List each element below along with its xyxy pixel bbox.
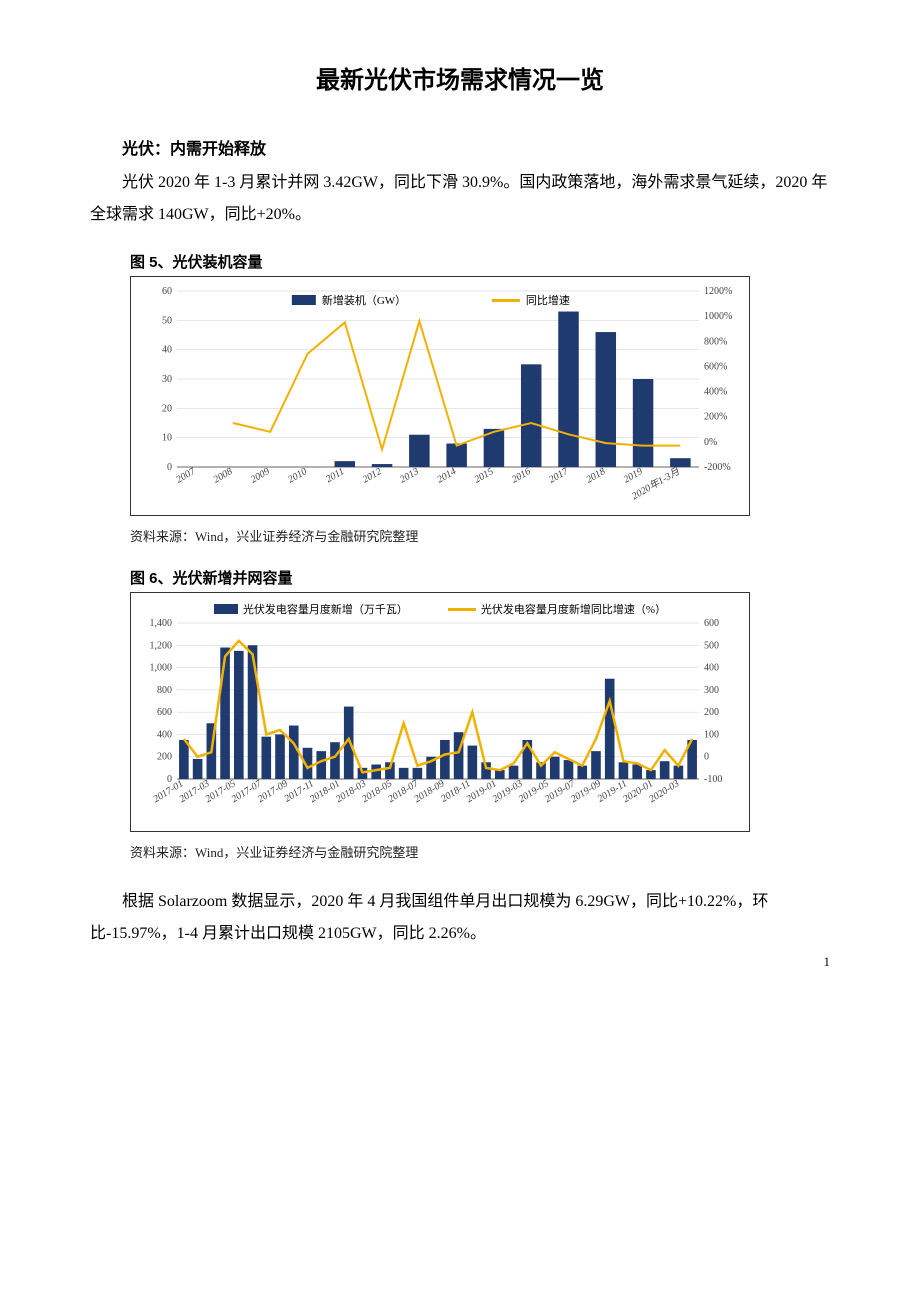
svg-text:2008: 2008 — [212, 466, 235, 486]
svg-text:0: 0 — [704, 752, 709, 763]
legend-line-label: 光伏发电容量月度新增同比增速（%） — [481, 601, 666, 617]
figure-5-chart: 0 10 20 30 40 50 60 -200% 0% 200% 400% 600% 800% 1000… — [130, 276, 750, 516]
legend-line: 光伏发电容量月度新增同比增速（%） — [448, 601, 666, 617]
svg-text:40: 40 — [162, 345, 172, 356]
figure-6-source: 资料来源：Wind，兴业证券经济与金融研究院整理 — [130, 842, 830, 861]
figure-5-source: 资料来源：Wind，兴业证券经济与金融研究院整理 — [130, 526, 830, 545]
svg-text:新增装机（GW）: 新增装机（GW） — [322, 293, 406, 307]
svg-text:500: 500 — [704, 640, 719, 651]
paragraph-1: 光伏 2020 年 1-3 月累计并网 3.42GW，同比下滑 30.9%。国内… — [90, 167, 830, 231]
svg-text:400: 400 — [704, 663, 719, 674]
svg-text:2019: 2019 — [622, 466, 645, 486]
svg-text:600%: 600% — [704, 361, 727, 372]
svg-text:800%: 800% — [704, 336, 727, 347]
svg-text:1,400: 1,400 — [150, 619, 173, 629]
svg-text:200: 200 — [157, 752, 172, 763]
svg-text:200: 200 — [704, 707, 719, 718]
svg-text:20: 20 — [162, 403, 172, 414]
svg-text:30: 30 — [162, 374, 172, 385]
svg-text:10: 10 — [162, 433, 172, 444]
svg-text:-100: -100 — [704, 774, 722, 785]
figure-5: 图 5、光伏装机容量 0 10 20 30 40 50 60 -200% 0% 200% 400% 6… — [130, 251, 830, 545]
svg-text:200%: 200% — [704, 412, 727, 423]
svg-text:300: 300 — [704, 685, 719, 696]
svg-text:100: 100 — [704, 729, 719, 740]
legend-bar-label: 光伏发电容量月度新增（万千瓦） — [243, 601, 408, 617]
section-heading: 光伏：内需开始释放 — [90, 135, 830, 159]
svg-text:1200%: 1200% — [704, 286, 732, 297]
legend-bar: 光伏发电容量月度新增（万千瓦） — [214, 601, 408, 617]
svg-text:2019-09: 2019-09 — [569, 778, 603, 805]
legend-swatch-line — [448, 608, 476, 611]
paragraph-2: 根据 Solarzoom 数据显示，2020 年 4 月我国组件单月出口规模为 … — [90, 886, 830, 950]
svg-text:2012: 2012 — [361, 466, 384, 486]
svg-text:400%: 400% — [704, 387, 727, 398]
figure-6: 图 6、光伏新增并网容量 光伏发电容量月度新增（万千瓦） 光伏发电容量月度新增同… — [130, 567, 830, 861]
svg-text:2007: 2007 — [174, 466, 198, 486]
svg-text:2011: 2011 — [324, 466, 346, 485]
svg-text:0%: 0% — [704, 437, 717, 448]
svg-text:800: 800 — [157, 685, 172, 696]
svg-text:-200%: -200% — [704, 462, 731, 473]
svg-text:50: 50 — [162, 315, 172, 326]
figure-5-title: 图 5、光伏装机容量 — [130, 251, 830, 272]
svg-text:600: 600 — [157, 707, 172, 718]
svg-text:2015: 2015 — [473, 466, 496, 486]
figure-6-legend: 光伏发电容量月度新增（万千瓦） 光伏发电容量月度新增同比增速（%） — [137, 599, 743, 619]
legend-swatch-bar — [214, 604, 238, 614]
svg-text:2017-09: 2017-09 — [256, 778, 290, 805]
figure-6-chart: 光伏发电容量月度新增（万千瓦） 光伏发电容量月度新增同比增速（%） 0 200 40… — [130, 592, 750, 832]
svg-text:2013: 2013 — [398, 466, 421, 486]
svg-text:2020-03: 2020-03 — [647, 778, 681, 805]
svg-text:2017: 2017 — [547, 466, 571, 486]
figure-6-title: 图 6、光伏新增并网容量 — [130, 567, 830, 588]
svg-text:2018-09: 2018-09 — [412, 778, 446, 805]
svg-text:60: 60 — [162, 286, 172, 297]
svg-text:2016: 2016 — [510, 466, 533, 486]
svg-text:1,000: 1,000 — [150, 663, 173, 674]
svg-text:1000%: 1000% — [704, 311, 732, 322]
svg-text:2018: 2018 — [584, 466, 607, 486]
svg-text:0: 0 — [167, 462, 172, 473]
svg-text:2009: 2009 — [249, 466, 272, 486]
svg-text:2010: 2010 — [286, 466, 309, 486]
svg-text:600: 600 — [704, 619, 719, 629]
svg-text:同比增速: 同比增速 — [526, 293, 570, 307]
page-title: 最新光伏市场需求情况一览 — [90, 60, 830, 95]
svg-text:2014: 2014 — [435, 466, 458, 486]
page-number: 1 — [824, 954, 831, 970]
svg-text:400: 400 — [157, 729, 172, 740]
svg-text:1,200: 1,200 — [150, 640, 173, 651]
